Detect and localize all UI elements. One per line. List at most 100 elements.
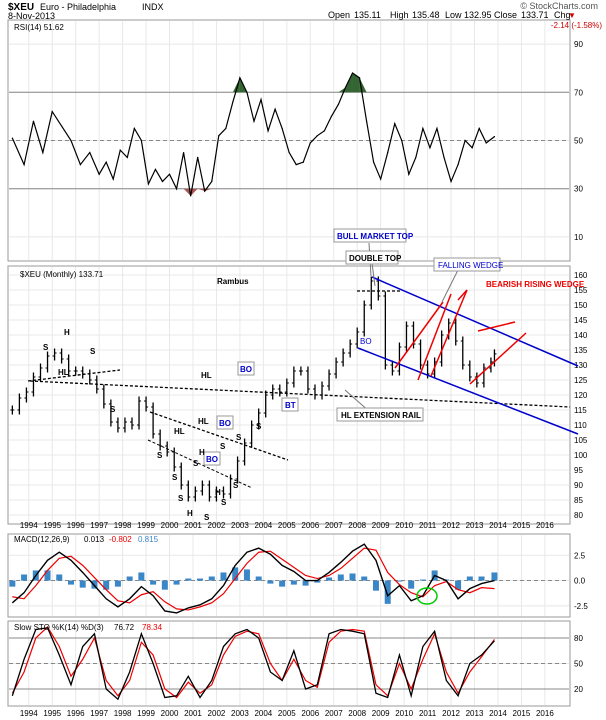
label-falling-wedge: FALLING WEDGE [438, 261, 503, 270]
macd-histogram-bar [79, 580, 86, 588]
rsi-point [478, 127, 480, 130]
rsi-point [23, 164, 25, 166]
y-tick-label: 130 [574, 361, 588, 370]
x-tick-label: 2008 [348, 709, 366, 718]
x-tick-label: 2005 [278, 709, 296, 718]
rsi-point [147, 183, 150, 185]
label-bo-2: BO [219, 419, 231, 428]
y-tick-label: 80 [574, 634, 583, 643]
rsi-point [112, 178, 114, 180]
label-h-1: H [64, 328, 70, 337]
macd-signal-line [12, 547, 495, 611]
rsi-point [32, 120, 35, 122]
label-hl-extension-rail: HL EXTENSION RAIL [341, 411, 421, 420]
label-h-4: H [215, 488, 221, 497]
label-bo-1: BO [240, 365, 252, 374]
rsi-point [457, 164, 459, 166]
label-s-9: S [233, 481, 239, 490]
callout-double-top-pointer [371, 262, 376, 287]
x-tick-label: 2010 [395, 709, 413, 718]
y-tick-label: 160 [574, 271, 588, 280]
y-tick-label: 0.0 [574, 577, 586, 586]
rsi-point [183, 151, 185, 154]
rsi-point [443, 156, 445, 158]
label-s-7: S [204, 513, 210, 522]
rsi-point [281, 127, 283, 130]
rsi-point [211, 180, 213, 183]
macd-histogram-bar [220, 572, 227, 581]
high-value: 135.48 [412, 10, 440, 20]
x-tick-label: 2004 [254, 709, 272, 718]
label-hl-1: HL [58, 368, 69, 377]
bearish-wedge-bottom [469, 332, 527, 385]
hl-extension-rail-line [29, 380, 571, 408]
rsi-fill-segment [352, 73, 360, 93]
y-tick-label: 150 [574, 301, 588, 310]
rsi-point [415, 156, 417, 158]
macd-title: MACD(12,26,9) [14, 535, 70, 544]
rsi-point [464, 139, 466, 142]
rsi-point [253, 120, 255, 122]
label-s-3: S [110, 405, 116, 414]
x-tick-label: 2002 [208, 709, 226, 718]
x-tick-label: 1996 [67, 709, 85, 718]
macd-histogram-bar [372, 580, 379, 591]
macd-histogram-bar [302, 580, 309, 586]
x-tick-label: 2014 [489, 521, 507, 530]
y-tick-label: 135 [574, 346, 588, 355]
macd-line [11, 543, 495, 614]
macd-histogram-bar [337, 574, 344, 581]
rsi-title: RSI(14) 51.62 [14, 23, 64, 32]
rsi-point [365, 120, 368, 122]
rsi-point [493, 136, 496, 138]
rsi-point [168, 173, 171, 175]
label-s-8: S [221, 498, 227, 507]
rsi-point [394, 123, 396, 125]
x-tick-label: 2012 [442, 521, 460, 530]
rsi-point [471, 147, 473, 149]
x-tick-label: 2006 [301, 709, 319, 718]
y-tick-label: 95 [574, 466, 583, 475]
rsi-fill-segment [190, 188, 198, 196]
label-bt: BT [285, 401, 296, 410]
stoch-title: Slow STO %K(14) %D(3) [14, 623, 104, 632]
macd-histogram-bar [114, 580, 121, 587]
rsi-point [105, 161, 107, 163]
x-tick-label: 2012 [442, 709, 460, 718]
rsi-point [225, 127, 227, 130]
rsi-point [133, 127, 135, 130]
x-tick-label: 2015 [513, 709, 531, 718]
x-tick-label: 1994 [20, 709, 38, 718]
label-s-4: S [157, 451, 163, 460]
rsi-point [302, 161, 304, 163]
falling-wedge-top [371, 276, 579, 367]
x-tick-label: 2013 [466, 709, 484, 718]
y-tick-label: 110 [574, 421, 587, 430]
y-tick-label: 70 [574, 88, 583, 97]
author-label: Rambus [217, 277, 249, 286]
rsi-point [51, 110, 53, 113]
macd-histogram-bar [419, 579, 426, 581]
macd-histogram-bar [243, 569, 250, 581]
macd-histogram-bar [255, 576, 262, 581]
rsi-point [119, 149, 121, 151]
macd-histogram-bar [349, 573, 356, 581]
rsi-point [288, 151, 290, 154]
rsi-point [422, 127, 424, 130]
x-tick-label: 2013 [466, 521, 484, 530]
x-tick-label: 2007 [325, 521, 343, 530]
high-label: High [390, 10, 409, 20]
red-wedge-a2 [417, 293, 452, 381]
label-s-12: S [220, 442, 226, 451]
macd-histogram-bar [290, 580, 297, 585]
macd-histogram-bar [9, 580, 16, 587]
red-wedge-b1 [430, 289, 468, 377]
falling-wedge-bottom [357, 347, 579, 435]
x-tick-label: 2004 [254, 521, 272, 530]
macd-histogram-bar [150, 580, 157, 585]
rsi-point [351, 72, 354, 74]
x-tick-label: 2015 [513, 521, 531, 530]
rsi-point [239, 77, 241, 79]
label-hl-2: HL [201, 371, 212, 380]
hl-line-left [27, 369, 121, 382]
